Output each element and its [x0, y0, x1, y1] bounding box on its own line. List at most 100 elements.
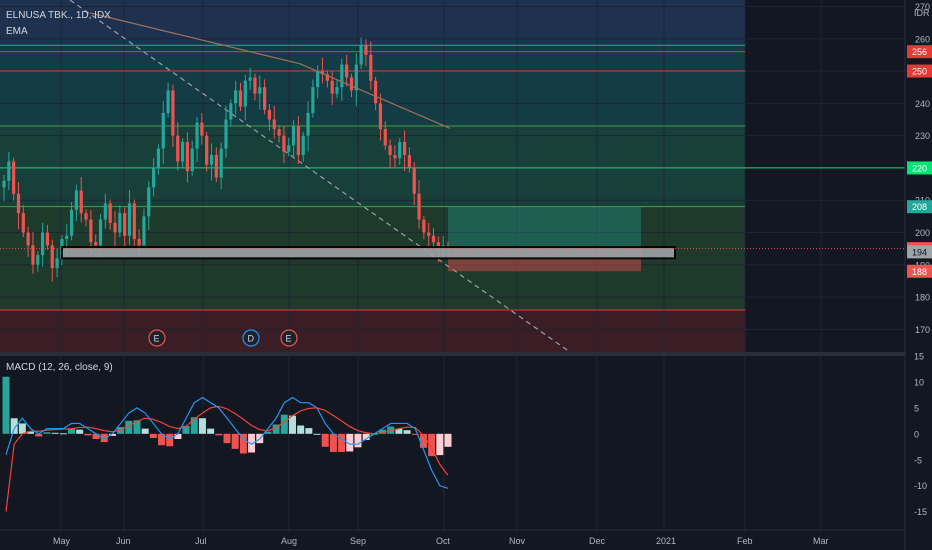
macd-bar — [158, 433, 166, 446]
candle-body — [267, 109, 272, 120]
zone-teal-mid — [0, 125, 745, 207]
candle-body — [412, 167, 416, 194]
macd-bar — [272, 424, 280, 434]
candle-body — [364, 45, 368, 55]
macd-bar — [92, 433, 100, 439]
x-tick-label: Oct — [436, 536, 451, 546]
candle-body — [263, 87, 267, 110]
trendline — [69, 0, 571, 353]
price-label-bg — [907, 45, 932, 59]
candle-body — [132, 203, 136, 239]
candle-body — [84, 213, 88, 220]
y-tick-label: 180 — [915, 293, 930, 303]
x-tick-label: Jun — [116, 536, 131, 546]
ema-legend: EMA — [6, 26, 28, 37]
macd-bar — [362, 433, 370, 441]
candle-body — [7, 161, 11, 181]
macd-bar — [133, 420, 141, 434]
target-zone — [448, 206, 641, 249]
candle-body — [238, 90, 243, 107]
candle-body — [142, 216, 146, 246]
candle-body — [31, 245, 35, 265]
candle-body — [359, 45, 363, 65]
candle-body — [431, 235, 436, 243]
candle-body — [340, 64, 344, 88]
candle-body — [171, 90, 175, 136]
candle-body — [398, 142, 402, 159]
macd-legend: MACD (12, 26, close, 9) — [6, 362, 113, 373]
x-tick-label: Dec — [589, 536, 606, 546]
candle-body — [316, 71, 320, 88]
candle-body — [224, 119, 228, 149]
macd-bar — [321, 433, 329, 447]
macd-bar — [27, 431, 35, 434]
candle-body — [2, 180, 6, 188]
macd-y-tick-label: -15 — [914, 507, 927, 517]
candle-body — [123, 213, 127, 236]
candle-body — [402, 142, 407, 156]
macd-bar — [215, 433, 223, 436]
candle-body — [103, 203, 107, 220]
candle-body — [378, 103, 383, 130]
candle-body — [137, 238, 141, 246]
candle-body — [272, 119, 276, 130]
candle-body — [41, 232, 45, 256]
candle-body — [234, 90, 238, 104]
event-marker-label: D — [248, 334, 255, 344]
candle-body — [388, 145, 392, 156]
macd-bar — [395, 428, 403, 434]
macd-bar — [239, 433, 247, 454]
candle-body — [214, 155, 218, 178]
candle-body — [12, 161, 16, 194]
candle-body — [89, 219, 93, 243]
event-marker — [242, 329, 260, 347]
x-tick-label: Sep — [350, 536, 366, 546]
candle-body — [393, 155, 397, 159]
candle-body — [176, 135, 180, 162]
macd-y-tick-label: 10 — [914, 377, 924, 387]
candle-body — [248, 77, 252, 81]
candle-body — [291, 125, 296, 146]
candle-body — [74, 190, 78, 210]
price-label-bg — [907, 264, 932, 278]
macd-bar — [248, 433, 256, 453]
macd-bar — [305, 428, 313, 434]
macd-bar — [67, 428, 75, 434]
candle-body — [108, 203, 112, 223]
macd-bar — [182, 426, 190, 434]
macd-bar — [59, 433, 67, 435]
price-label-bg — [907, 161, 932, 175]
x-tick-label: Nov — [509, 536, 526, 546]
candle-body — [45, 232, 50, 246]
price-label: 250 — [912, 67, 927, 77]
candle-body — [94, 242, 98, 246]
candle-body — [69, 209, 74, 236]
macd-bar — [313, 433, 321, 435]
candle-body — [205, 135, 209, 165]
y-tick-label: 240 — [915, 99, 930, 109]
event-marker — [148, 329, 166, 347]
candle-body — [306, 113, 310, 136]
y-tick-label: 260 — [915, 34, 930, 44]
macd-bar — [354, 433, 362, 448]
candle-body — [335, 87, 339, 94]
x-tick-label: 2021 — [656, 536, 676, 546]
candle-body — [296, 125, 300, 156]
y-tick-label: 170 — [915, 325, 930, 335]
macd-bar — [264, 431, 272, 434]
macd-bar — [411, 433, 419, 435]
candles — [2, 37, 450, 282]
macd-bar — [51, 432, 59, 434]
candle-body — [345, 64, 349, 78]
macd-bar — [198, 418, 206, 434]
candle-body — [209, 155, 214, 165]
macd-bar — [346, 433, 354, 452]
candle-body — [320, 71, 325, 75]
candle-body — [161, 113, 165, 149]
macd-bar — [149, 433, 157, 438]
candle-body — [301, 135, 305, 156]
price-label-bg — [907, 245, 932, 259]
candle-body — [180, 142, 185, 162]
candle-body — [417, 193, 421, 220]
